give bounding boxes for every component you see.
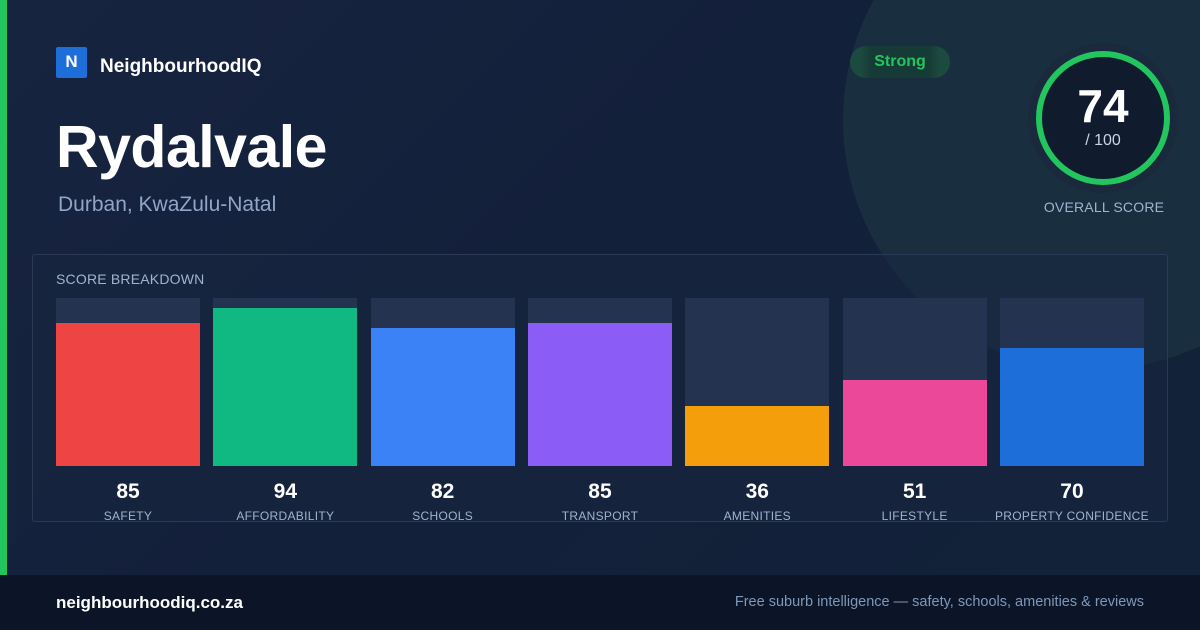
bar-fill bbox=[527, 323, 672, 466]
bar-column-schools: 82 SCHOOLS bbox=[370, 298, 515, 528]
footer: neighbourhoodiq.co.za Free suburb intell… bbox=[0, 575, 1200, 630]
bar-column-affordability: 94 AFFORDABILITY bbox=[213, 298, 358, 528]
score-ring-graphic bbox=[1028, 43, 1178, 193]
bar-fill bbox=[999, 348, 1144, 466]
brand[interactable]: N NeighbourhoodIQ bbox=[56, 46, 261, 78]
bar-track bbox=[370, 298, 515, 466]
bar-value-label: 85 bbox=[588, 480, 612, 503]
bar-category-label: AFFORDABILITY bbox=[236, 509, 335, 523]
brand-name: NeighbourhoodIQ bbox=[100, 56, 262, 77]
bar-category-label: SAFETY bbox=[103, 509, 153, 523]
bar-fill bbox=[213, 308, 358, 466]
bar-fill bbox=[842, 380, 987, 466]
score-breakdown-chart: 85 SAFETY 94 AFFORDABILITY 82 SCHOOLS 85 TRANSP… bbox=[56, 298, 1149, 528]
bar-fill bbox=[370, 328, 515, 466]
bar-track bbox=[842, 298, 987, 466]
bar-category-label: AMENITIES bbox=[723, 509, 791, 523]
bar-column-lifestyle: 51 LIFESTYLE bbox=[842, 298, 987, 528]
footer-site-link[interactable]: neighbourhoodiq.co.za bbox=[56, 593, 243, 612]
bar-value-label: 85 bbox=[116, 480, 140, 503]
bar-column-amenities: 36 AMENITIES bbox=[685, 298, 830, 528]
suburb-location: Durban, KwaZulu-Natal bbox=[58, 193, 277, 216]
bar-fill bbox=[56, 323, 200, 466]
score-breakdown-title: SCORE BREAKDOWN bbox=[56, 271, 205, 287]
bar-category-label: SCHOOLS bbox=[412, 509, 474, 523]
footer-tagline: Free suburb intelligence — safety, schoo… bbox=[734, 594, 1144, 610]
bar-value-label: 51 bbox=[902, 480, 927, 503]
overall-score-ring: 74 / 100 bbox=[1028, 43, 1178, 193]
suburb-title: Rydalvale bbox=[56, 114, 328, 180]
bar-track bbox=[527, 298, 672, 466]
bar-category-label: LIFESTYLE bbox=[881, 509, 948, 523]
bar-column-transport: 85 TRANSPORT bbox=[527, 298, 672, 528]
score-rating-badge: Strong bbox=[850, 46, 950, 78]
score-ring-arc bbox=[1036, 51, 1170, 185]
overall-score-caption: OVERALL SCORE bbox=[1043, 199, 1165, 215]
bar-value-label: 36 bbox=[745, 480, 769, 503]
bar-track bbox=[999, 298, 1144, 466]
brand-logo-icon: N bbox=[56, 46, 87, 78]
bar-column-property-confidence: 70 PROPERTY CONFIDENCE bbox=[995, 298, 1149, 528]
bar-category-label: TRANSPORT bbox=[561, 509, 639, 523]
bar-value-label: 82 bbox=[430, 480, 455, 503]
overall-score-value: 74 bbox=[1077, 80, 1129, 132]
overall-score-max: / 100 bbox=[1085, 132, 1121, 149]
bar-value-label: 70 bbox=[1060, 480, 1084, 503]
bar-fill bbox=[685, 405, 830, 466]
bar-category-label: PROPERTY CONFIDENCE bbox=[994, 509, 1149, 523]
bar-value-label: 94 bbox=[273, 480, 297, 503]
bar-track bbox=[56, 298, 200, 466]
score-ring-inner bbox=[1041, 56, 1165, 180]
bar-track bbox=[213, 298, 358, 466]
bar-column-safety: 85 SAFETY bbox=[56, 298, 200, 528]
bar-track bbox=[685, 298, 830, 466]
accent-bar bbox=[0, 0, 7, 575]
